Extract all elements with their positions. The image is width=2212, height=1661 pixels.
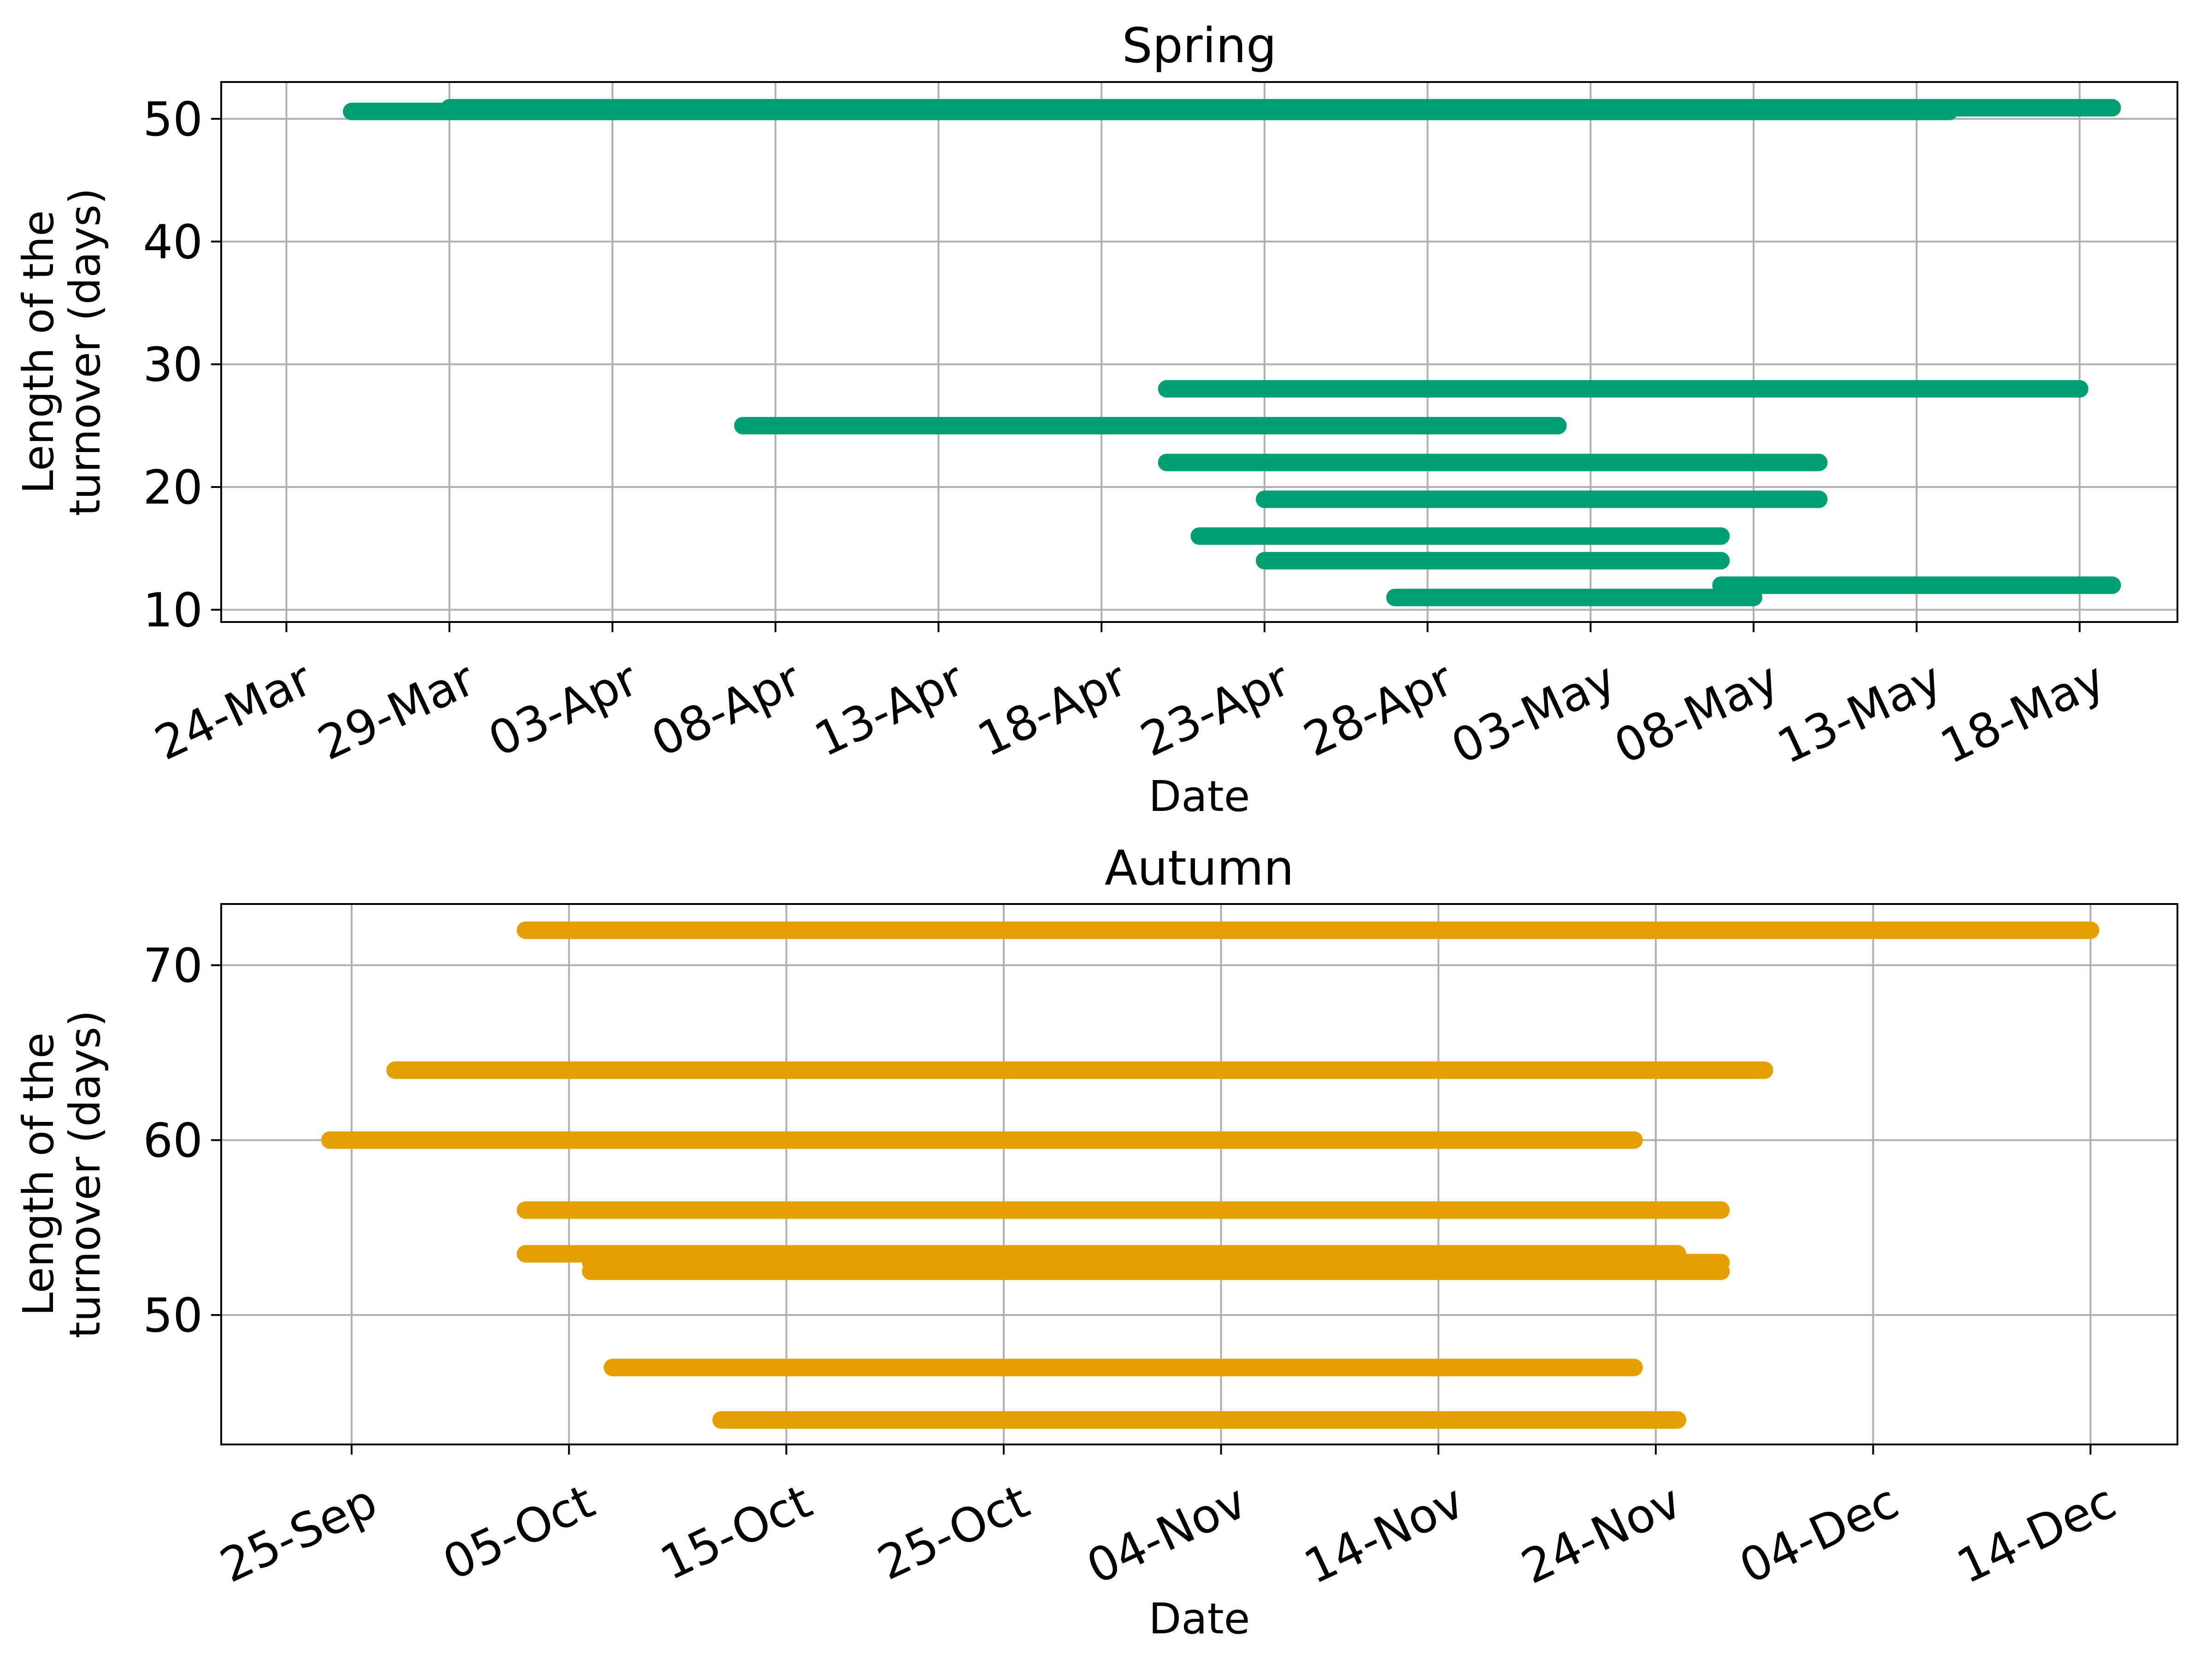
plot-frame — [220, 903, 2178, 1445]
y-axis-label-line: Length of the — [14, 210, 63, 493]
y-axis-label-line: Length of the — [14, 1033, 63, 1316]
y-tick-label: 30 — [143, 338, 203, 393]
chart-panel-autumn: 25-Sep 05-Oct 15-Oct 25-Oct 04-Nov 14-Nov 24-N… — [14, 840, 2178, 1643]
x-tick-label: 04-Dec — [1731, 1474, 1906, 1595]
x-tick-label: 15-Oct — [653, 1474, 820, 1591]
x-tick-label: 05-Oct — [435, 1474, 603, 1591]
x-axis-label: Date — [1149, 772, 1250, 821]
x-tick-label: 04-Nov — [1079, 1474, 1255, 1595]
y-tick-label: 40 — [143, 215, 203, 270]
chart-title: Autumn — [1105, 840, 1294, 896]
y-tick-label: 10 — [143, 583, 203, 638]
y-tick-label: 20 — [143, 460, 203, 515]
x-tick-label: 03-Apr — [481, 651, 646, 768]
series-group — [343, 99, 2121, 606]
x-tick-label: 03-May — [1443, 651, 1624, 775]
y-tick-label: 50 — [143, 1288, 203, 1343]
chart-title: Spring — [1122, 18, 1277, 74]
y-tick-label: 60 — [143, 1113, 203, 1168]
x-tick-label: 13-May — [1769, 651, 1950, 775]
x-axis-label: Date — [1149, 1594, 1250, 1643]
x-tick-label: 25-Sep — [212, 1474, 385, 1594]
x-tick-label: 23-Apr — [1133, 651, 1298, 768]
x-tick-label: 08-Apr — [643, 651, 809, 768]
x-tick-label: 28-Apr — [1295, 651, 1461, 768]
x-tick-label: 24-Mar — [147, 651, 320, 771]
x-tick-label: 18-Apr — [970, 651, 1135, 768]
x-tick-label: 13-Apr — [806, 651, 972, 768]
y-axis-label-line: turnover (days) — [60, 188, 110, 516]
x-tick-label: 24-Nov — [1513, 1474, 1689, 1595]
y-axis-label-line: turnover (days) — [60, 1010, 110, 1338]
x-tick-label: 14-Nov — [1296, 1474, 1472, 1595]
x-tick-label: 18-May — [1932, 651, 2113, 775]
plot-frame — [220, 81, 2178, 623]
y-axis-label: Length of theturnover (days) — [14, 188, 110, 516]
x-tick-label: 29-Mar — [310, 651, 483, 771]
y-tick-label: 70 — [143, 939, 203, 993]
x-tick-label: 08-May — [1606, 651, 1787, 775]
chart-panel-spring: 24-Mar29-Mar03-Apr08-Apr13-Apr18-Apr23-A… — [14, 18, 2178, 821]
y-tick-label: 50 — [143, 92, 203, 147]
series-group — [321, 921, 2100, 1429]
x-tick-label: 14-Dec — [1949, 1474, 2124, 1595]
x-tick-label: 25-Oct — [870, 1474, 1037, 1591]
y-axis-label: Length of theturnover (days) — [14, 1010, 110, 1338]
